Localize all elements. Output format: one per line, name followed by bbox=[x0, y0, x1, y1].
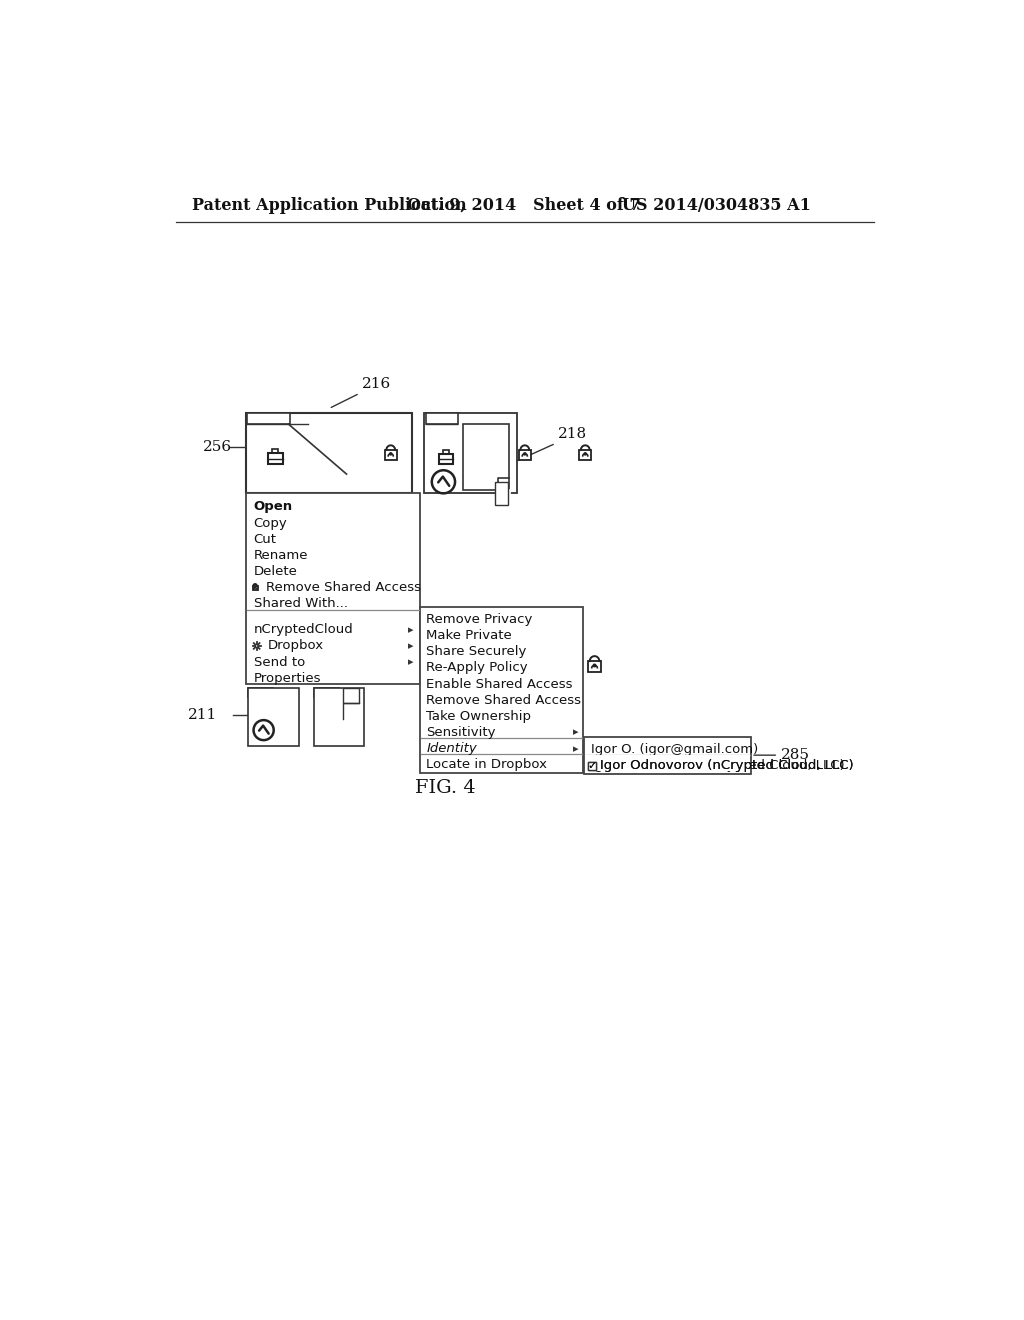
Bar bbox=[314, 688, 339, 697]
Text: ▸: ▸ bbox=[572, 727, 579, 738]
Text: ✓: ✓ bbox=[587, 760, 597, 771]
Circle shape bbox=[389, 451, 392, 455]
Bar bbox=[438, 454, 453, 463]
Text: Remove Privacy: Remove Privacy bbox=[426, 612, 532, 626]
Bar bbox=[426, 413, 458, 424]
Bar bbox=[496, 482, 508, 506]
Bar bbox=[246, 494, 420, 684]
Text: Sensitivity: Sensitivity bbox=[426, 726, 496, 739]
Circle shape bbox=[255, 644, 258, 647]
Text: Identity: Identity bbox=[426, 742, 477, 755]
Text: Take Ownership: Take Ownership bbox=[426, 710, 531, 723]
Text: Properties: Properties bbox=[254, 672, 322, 685]
Bar bbox=[267, 453, 283, 465]
Bar bbox=[588, 661, 601, 672]
Bar bbox=[579, 450, 592, 459]
Text: Patent Application Publication: Patent Application Publication bbox=[191, 197, 466, 214]
Text: nCryptedCloud: nCryptedCloud bbox=[254, 623, 353, 636]
Bar bbox=[588, 762, 596, 771]
Text: Igor Odnovorov (nCrypted Cloud, LLC): Igor Odnovorov (nCrypted Cloud, LLC) bbox=[600, 759, 854, 772]
Text: Copy: Copy bbox=[254, 516, 288, 529]
Text: Send to: Send to bbox=[254, 656, 305, 669]
Circle shape bbox=[523, 451, 526, 455]
Text: ▸: ▸ bbox=[409, 624, 414, 635]
Bar bbox=[585, 737, 751, 774]
Bar bbox=[420, 607, 583, 774]
Text: Cut: Cut bbox=[254, 533, 276, 545]
Text: 285: 285 bbox=[780, 748, 810, 762]
Text: Igor Odnovorov (nCrypted Cloud, LLC): Igor Odnovorov (nCrypted Cloud, LLC) bbox=[591, 759, 845, 772]
Text: Oct. 9, 2014   Sheet 4 of 7: Oct. 9, 2014 Sheet 4 of 7 bbox=[407, 197, 640, 214]
Bar bbox=[343, 688, 359, 704]
Text: US 2014/0304835 A1: US 2014/0304835 A1 bbox=[623, 197, 811, 214]
Bar bbox=[314, 688, 365, 746]
Bar bbox=[424, 413, 517, 494]
Text: Share Securely: Share Securely bbox=[426, 645, 526, 659]
Text: Open: Open bbox=[254, 500, 293, 513]
Text: Delete: Delete bbox=[254, 565, 297, 578]
Bar bbox=[421, 738, 583, 755]
Bar bbox=[588, 762, 596, 771]
Bar bbox=[246, 413, 413, 494]
Bar bbox=[248, 688, 299, 746]
Text: ✓: ✓ bbox=[587, 760, 597, 771]
Text: ▸: ▸ bbox=[409, 657, 414, 667]
Bar bbox=[272, 449, 279, 453]
Bar bbox=[253, 586, 258, 590]
Text: Igor Odnovorov (nCrypted Cloud, LLC): Igor Odnovorov (nCrypted Cloud, LLC) bbox=[600, 759, 854, 772]
Text: 218: 218 bbox=[558, 426, 587, 441]
Text: FIG. 4: FIG. 4 bbox=[416, 779, 476, 797]
Circle shape bbox=[254, 586, 256, 589]
Text: Make Private: Make Private bbox=[426, 630, 512, 642]
Text: ▸: ▸ bbox=[409, 642, 414, 651]
Text: Shared With...: Shared With... bbox=[254, 598, 347, 610]
Bar bbox=[248, 413, 290, 424]
Text: Enable Shared Access: Enable Shared Access bbox=[426, 677, 572, 690]
Text: 211: 211 bbox=[187, 708, 217, 722]
Text: Igor O. (igor@gmail.com): Igor O. (igor@gmail.com) bbox=[591, 743, 758, 756]
Bar bbox=[443, 450, 449, 454]
Bar bbox=[463, 424, 509, 490]
Text: 256: 256 bbox=[203, 440, 232, 454]
Text: Remove Shared Access: Remove Shared Access bbox=[266, 581, 421, 594]
Bar bbox=[586, 755, 751, 771]
Bar bbox=[518, 450, 531, 459]
Text: Re-Apply Policy: Re-Apply Policy bbox=[426, 661, 528, 675]
Bar bbox=[385, 450, 397, 459]
Circle shape bbox=[584, 451, 587, 455]
Circle shape bbox=[593, 664, 597, 668]
Text: Dropbox: Dropbox bbox=[267, 639, 324, 652]
Text: ▸: ▸ bbox=[572, 743, 579, 754]
Bar bbox=[248, 688, 273, 697]
Text: Locate in Dropbox: Locate in Dropbox bbox=[426, 759, 548, 771]
Text: Remove Shared Access: Remove Shared Access bbox=[426, 694, 582, 706]
Text: 216: 216 bbox=[362, 378, 391, 391]
Text: Rename: Rename bbox=[254, 549, 308, 562]
